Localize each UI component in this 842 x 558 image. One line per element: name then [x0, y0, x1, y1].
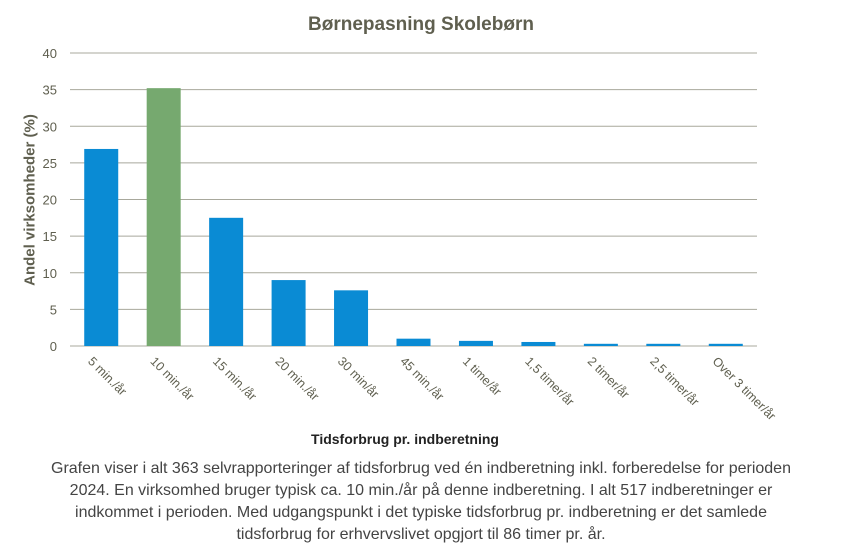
- x-tick-label: 1 time/år: [460, 354, 504, 398]
- bar: [521, 341, 556, 346]
- x-tick-label: Over 3 timer/år: [710, 354, 779, 423]
- x-tick-label: 2 timer/år: [585, 354, 632, 401]
- bar: [146, 88, 181, 346]
- caption: Grafen viser i alt 363 selvrapporteringe…: [51, 460, 791, 543]
- x-tick-label: 30 min/år: [335, 354, 382, 401]
- y-tick-label: 0: [50, 339, 57, 354]
- bar: [209, 217, 244, 346]
- x-axis-label: Tidsforbrug pr. indberetning: [311, 431, 499, 447]
- y-tick-label: 10: [43, 266, 57, 281]
- y-tick-label: 15: [43, 229, 57, 244]
- y-tick-label: 40: [43, 46, 57, 61]
- bar: [458, 340, 493, 346]
- x-tick-label: 10 min./år: [148, 354, 197, 403]
- x-tick-label: 15 min./år: [210, 354, 259, 403]
- bar: [334, 290, 369, 346]
- x-tick-label: 5 min./år: [85, 354, 129, 398]
- bar: [708, 343, 743, 346]
- chart-title: Børnepasning Skolebørn: [308, 14, 534, 35]
- x-tick-label: 2,5 timer/år: [647, 354, 702, 409]
- bar: [646, 343, 681, 346]
- bar: [583, 343, 618, 346]
- y-tick-label: 25: [43, 156, 57, 171]
- y-tick-label: 20: [43, 193, 57, 208]
- x-tick-label: 1,5 timer/år: [522, 354, 577, 409]
- bar: [396, 338, 431, 346]
- y-tick-label: 5: [50, 302, 57, 317]
- bar: [84, 148, 119, 346]
- x-tick-label: 45 min./år: [397, 354, 446, 403]
- y-tick-label: 30: [43, 119, 57, 134]
- x-tick-label: 20 min./år: [272, 354, 321, 403]
- bar: [271, 280, 306, 346]
- y-tick-label: 35: [43, 83, 57, 98]
